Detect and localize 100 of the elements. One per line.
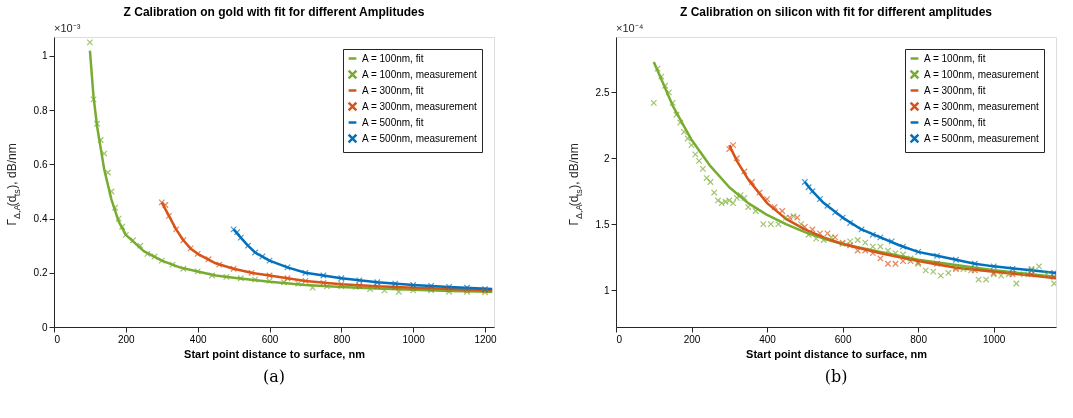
point — [111, 204, 119, 212]
point — [933, 260, 941, 268]
line-series — [88, 49, 494, 294]
point — [884, 260, 892, 268]
legend-label: A = 100nm, fit — [362, 52, 424, 64]
point — [933, 252, 941, 260]
legend-label: A = 300nm, fit — [924, 84, 986, 96]
legend-label: A = 300nm, measurement — [362, 100, 478, 112]
chart-title: Z Calibration on silicon with fit for different amplitudes — [679, 5, 993, 19]
x-tick-label: 400 — [759, 333, 777, 345]
point — [861, 247, 869, 254]
point — [793, 214, 801, 221]
point — [284, 274, 291, 282]
point — [93, 120, 101, 128]
point — [205, 255, 212, 263]
text: (a) — [262, 367, 286, 386]
y-axis-title: ΓΔ,A(dts), dB/nm — [5, 143, 22, 226]
legend-label: A = 500nm, fit — [362, 116, 424, 128]
point — [172, 226, 180, 233]
text: ×10⁻³ — [54, 22, 81, 34]
point — [266, 277, 273, 285]
point — [771, 203, 778, 211]
legend-label: A = 500nm, measurement — [362, 132, 478, 144]
y-tick-label: 0.4 — [33, 213, 48, 225]
y-tick-label: 0 — [41, 321, 48, 333]
point — [90, 96, 97, 103]
x-tick-label: 400 — [189, 333, 207, 345]
point — [320, 272, 327, 279]
point — [733, 154, 741, 162]
point — [215, 261, 223, 268]
point — [971, 266, 979, 274]
point — [248, 269, 255, 277]
point — [258, 253, 266, 260]
point — [824, 202, 831, 210]
point — [809, 187, 816, 195]
point — [129, 236, 137, 244]
x-tick-label: 1000 — [402, 333, 426, 345]
x-tick-label: 600 — [261, 333, 279, 345]
y-tick-label: 1 — [603, 284, 610, 296]
point — [251, 249, 259, 256]
point — [294, 280, 302, 287]
point — [162, 201, 169, 209]
point — [230, 265, 237, 273]
point — [1009, 265, 1016, 273]
point — [302, 269, 309, 277]
point — [136, 242, 144, 250]
point — [104, 169, 112, 176]
x-axis-title: Start point distance to surface, nm — [184, 347, 366, 360]
x-tick-label: 1200 — [474, 333, 498, 345]
point — [97, 136, 105, 144]
point — [320, 279, 327, 287]
chart-title: Z Calibration on gold with fit for different Amplitudes — [123, 5, 425, 19]
x-tick-label: 800 — [910, 333, 928, 345]
legend-label: A = 100nm, measurement — [924, 68, 1040, 80]
point — [302, 277, 309, 285]
legend-label: A = 300nm, measurement — [924, 100, 1040, 112]
point — [169, 261, 176, 268]
legend-label: A = 300nm, fit — [362, 84, 424, 96]
point — [208, 272, 216, 279]
point — [144, 250, 151, 258]
point — [194, 268, 202, 275]
text: (b) — [824, 367, 848, 386]
x-tick-label: 0 — [616, 333, 623, 345]
y-tick-label: 2 — [603, 152, 610, 164]
y-tick-label: 2.5 — [595, 86, 610, 98]
point — [816, 230, 824, 237]
point — [338, 274, 345, 282]
point — [280, 278, 288, 286]
point — [801, 178, 809, 186]
point — [284, 264, 291, 271]
legend-label: A = 500nm, fit — [924, 116, 986, 128]
x-tick-label: 600 — [834, 333, 852, 345]
legend-label: A = 500nm, measurement — [924, 132, 1040, 144]
x-tick-label: 200 — [117, 333, 136, 345]
y-tick-label: 1 — [41, 50, 48, 62]
x-tick-label: 1000 — [983, 333, 1006, 345]
x-tick-label: 800 — [333, 333, 351, 345]
point — [899, 243, 907, 250]
point — [391, 280, 399, 287]
point — [952, 256, 960, 264]
legend-label: A = 100nm, measurement — [362, 68, 478, 80]
point — [86, 39, 94, 46]
legend-label: A = 100nm, fit — [924, 52, 986, 64]
point — [158, 257, 166, 264]
point — [892, 260, 899, 268]
point — [778, 207, 786, 215]
x-tick-label: 200 — [683, 333, 701, 345]
x-axis-title: Start point distance to surface, nm — [746, 347, 928, 360]
point — [786, 214, 794, 221]
point — [854, 247, 862, 254]
y-tick-label: 0.6 — [33, 158, 48, 170]
point — [251, 276, 259, 283]
point — [846, 241, 854, 249]
point — [869, 231, 877, 239]
point — [194, 250, 202, 258]
y-axis-title: ΓΔ,A(dts), dB/nm — [567, 143, 584, 226]
y-tick-label: 0.8 — [33, 104, 48, 116]
x-tick-label: 0 — [54, 333, 61, 345]
y-tick-label: 0.2 — [33, 267, 48, 279]
point — [1009, 270, 1016, 278]
